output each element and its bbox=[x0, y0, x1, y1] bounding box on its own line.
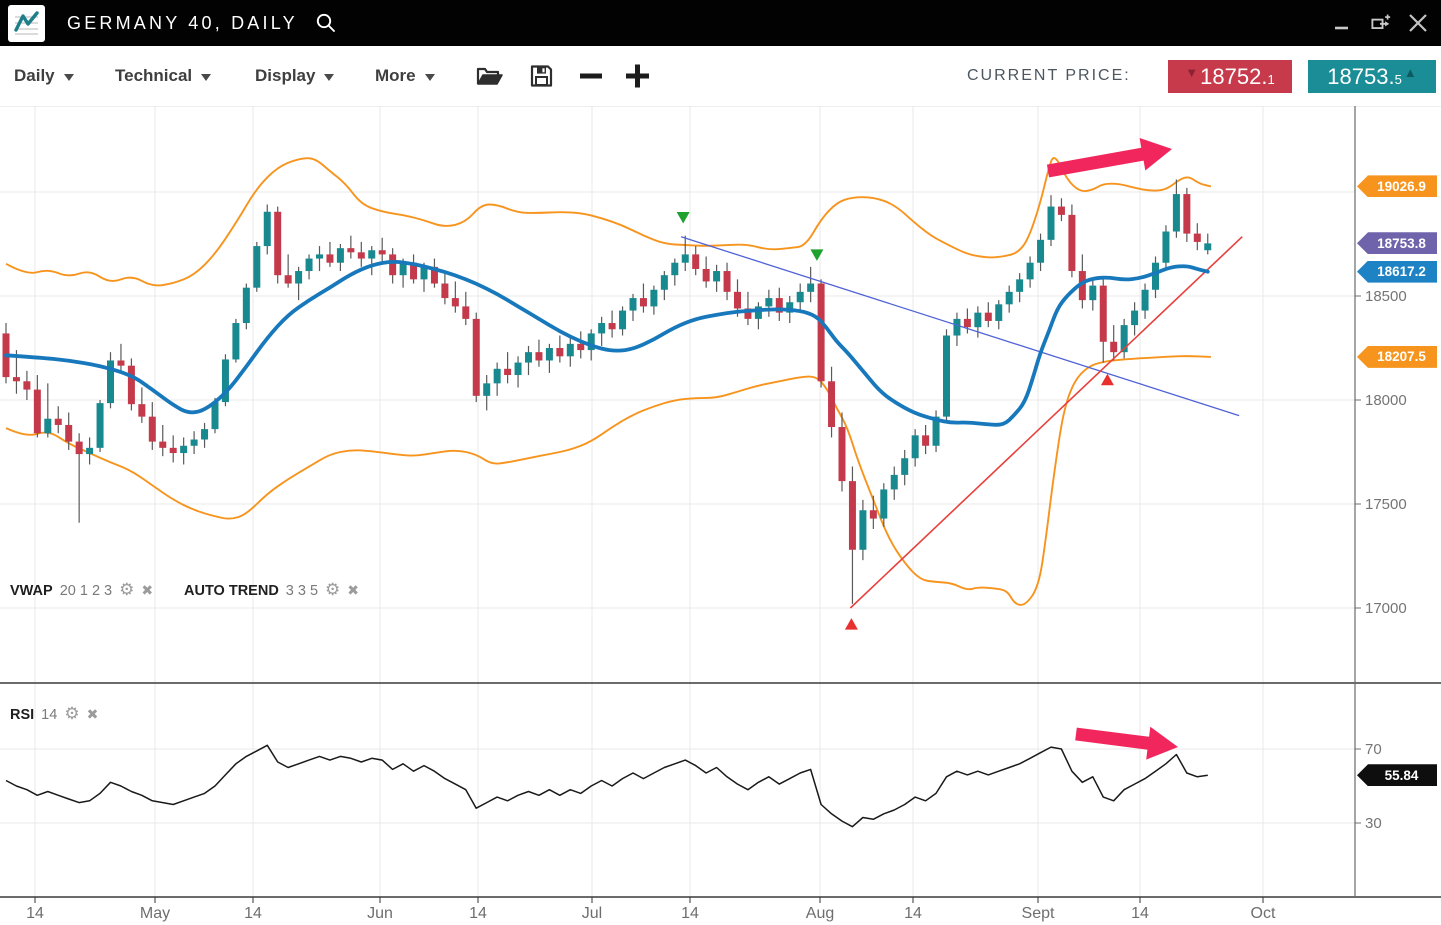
window-title: GERMANY 40, DAILY bbox=[67, 12, 298, 33]
zoom-out-icon[interactable] bbox=[578, 63, 604, 89]
indicator-label-vwap: VWAP 20 1 2 3 ⚙ ✖ bbox=[10, 582, 153, 599]
arrow-up-icon: ▲ bbox=[1403, 65, 1417, 80]
svg-text:70: 70 bbox=[1365, 741, 1382, 758]
menu-timeframe[interactable]: Daily bbox=[14, 46, 74, 106]
svg-text:Aug: Aug bbox=[806, 905, 834, 922]
price-tag: 18753.8 bbox=[1357, 232, 1437, 255]
ask-price-value: 18753. bbox=[1327, 63, 1395, 89]
svg-text:17000: 17000 bbox=[1365, 600, 1407, 617]
remove-indicator-icon[interactable]: ✖ bbox=[347, 582, 360, 599]
gear-icon[interactable]: ⚙ bbox=[119, 580, 135, 600]
menu-technical-label: Technical bbox=[115, 66, 193, 85]
svg-text:18000: 18000 bbox=[1365, 392, 1407, 409]
search-icon[interactable] bbox=[314, 11, 338, 35]
menu-timeframe-label: Daily bbox=[14, 66, 55, 85]
svg-text:Jun: Jun bbox=[367, 905, 393, 922]
menu-more-label: More bbox=[375, 66, 416, 85]
price-tag: 18207.5 bbox=[1357, 345, 1437, 368]
indicator-label-autotrend: AUTO TREND 3 3 5 ⚙ ✖ bbox=[184, 582, 359, 599]
chevron-down-icon bbox=[424, 73, 435, 81]
autotrend-name: AUTO TREND bbox=[184, 582, 279, 599]
open-folder-icon[interactable] bbox=[475, 64, 503, 88]
svg-text:Sept: Sept bbox=[1022, 905, 1055, 922]
price-tag: 18617.2 bbox=[1357, 260, 1437, 283]
save-icon[interactable] bbox=[529, 64, 554, 89]
vwap-params: 20 1 2 3 bbox=[59, 582, 113, 599]
app-logo-icon bbox=[8, 4, 45, 42]
chevron-down-icon bbox=[63, 73, 74, 81]
svg-text:18500: 18500 bbox=[1365, 288, 1407, 305]
annotation-arrow bbox=[1046, 138, 1172, 178]
gear-icon[interactable]: ⚙ bbox=[325, 580, 341, 600]
bid-price-decimal: 1 bbox=[1267, 72, 1275, 87]
ask-price-decimal: 5 bbox=[1394, 72, 1402, 87]
ask-price-box[interactable]: 18753. 5 ▲ bbox=[1308, 60, 1436, 93]
vwap-name: VWAP bbox=[10, 582, 53, 599]
menu-display[interactable]: Display bbox=[255, 46, 335, 106]
menu-technical[interactable]: Technical bbox=[115, 46, 212, 106]
svg-text:14: 14 bbox=[1131, 905, 1149, 922]
annotation-arrow bbox=[1075, 726, 1178, 760]
svg-text:14: 14 bbox=[681, 905, 699, 922]
zoom-in-icon[interactable] bbox=[624, 63, 651, 90]
rsi-params: 14 bbox=[41, 706, 58, 723]
svg-text:Jul: Jul bbox=[582, 905, 602, 922]
title-bar: GERMANY 40, DAILY bbox=[0, 0, 1441, 46]
rsi-name: RSI bbox=[10, 706, 35, 723]
remove-indicator-icon[interactable]: ✖ bbox=[86, 706, 99, 723]
chevron-down-icon bbox=[201, 73, 212, 81]
price-tag: 19026.9 bbox=[1357, 175, 1437, 198]
svg-text:14: 14 bbox=[244, 905, 262, 922]
svg-text:14: 14 bbox=[26, 905, 44, 922]
bid-price-box[interactable]: ▼ 18752. 1 bbox=[1168, 60, 1292, 93]
svg-text:Oct: Oct bbox=[1251, 905, 1276, 922]
svg-text:14: 14 bbox=[469, 905, 487, 922]
svg-text:May: May bbox=[140, 905, 170, 922]
minimize-button[interactable] bbox=[1331, 12, 1353, 34]
toolbar: Daily Technical Display More bbox=[0, 46, 1441, 106]
svg-text:14: 14 bbox=[904, 905, 922, 922]
svg-text:17500: 17500 bbox=[1365, 496, 1407, 513]
bid-price-value: 18752. bbox=[1200, 63, 1268, 89]
gear-icon[interactable]: ⚙ bbox=[64, 704, 80, 724]
popout-button[interactable] bbox=[1369, 12, 1391, 34]
svg-text:30: 30 bbox=[1365, 815, 1382, 832]
close-button[interactable] bbox=[1407, 12, 1429, 34]
chevron-down-icon bbox=[324, 73, 335, 81]
window-controls bbox=[1331, 0, 1429, 46]
rsi-value-tag: 55.84 bbox=[1357, 764, 1437, 787]
menu-display-label: Display bbox=[255, 66, 316, 85]
arrow-down-icon: ▼ bbox=[1185, 65, 1199, 80]
indicator-label-rsi: RSI 14 ⚙ ✖ bbox=[10, 706, 98, 723]
autotrend-params: 3 3 5 bbox=[285, 582, 319, 599]
menu-more[interactable]: More bbox=[375, 46, 435, 106]
current-price-label: CURRENT PRICE: bbox=[967, 67, 1131, 84]
remove-indicator-icon[interactable]: ✖ bbox=[141, 582, 154, 599]
